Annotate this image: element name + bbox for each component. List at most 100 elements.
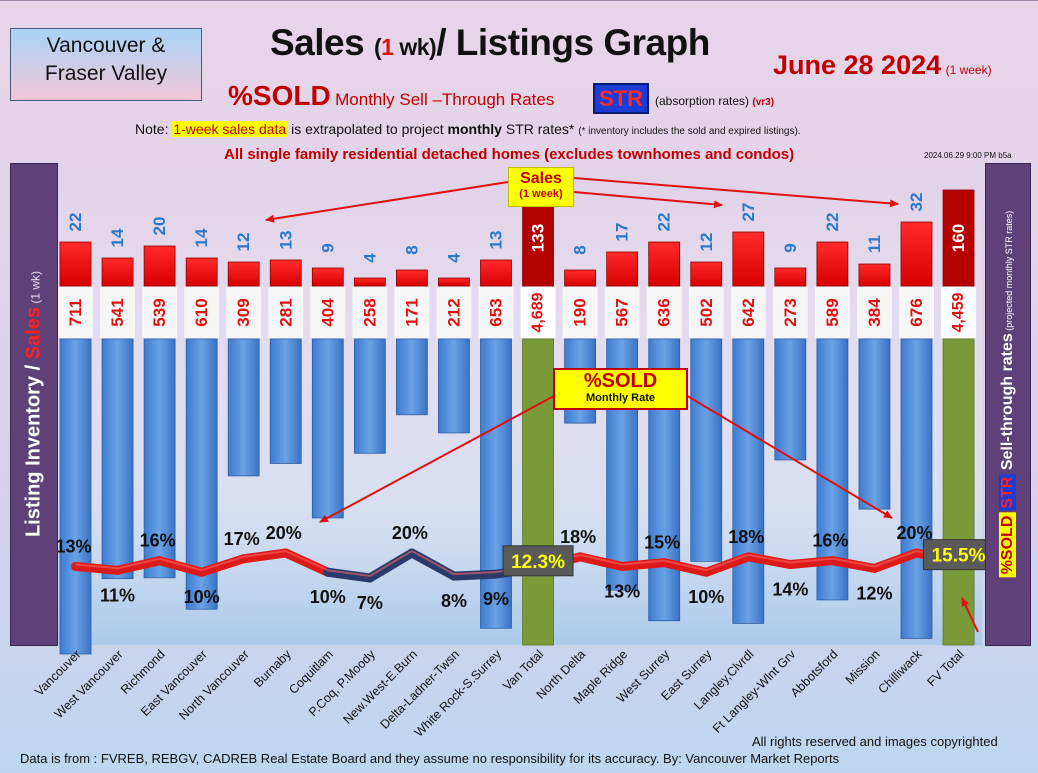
str-label-langley-clvrdl: 18% xyxy=(728,527,764,547)
listing-band-white-rock-s-surrey xyxy=(478,287,514,338)
str-label-burnaby: 20% xyxy=(266,523,302,543)
str-line-segment xyxy=(827,556,879,573)
sales-bar-chilliwack xyxy=(900,221,933,287)
title-sales: Sales xyxy=(270,22,365,63)
str-line-highlight xyxy=(622,559,665,566)
sales-bar-ft-langley-wlnt-grv xyxy=(774,267,807,287)
str-label-p-coq-p-moody: 7% xyxy=(357,593,383,613)
note-line: Note: 1-week sales data is extrapolated … xyxy=(135,121,801,137)
str-label-west-surrey: 15% xyxy=(644,533,680,553)
sales-label-west-surrey: 22 xyxy=(655,213,674,232)
listing-label-new-west-e-burn: 171 xyxy=(402,298,421,326)
region-line2: Fraser Valley xyxy=(44,62,168,85)
listing-label-mission: 384 xyxy=(865,298,884,327)
sales-label-vancouver: 22 xyxy=(66,213,85,232)
sold-arrow-left xyxy=(319,395,555,523)
str-label-north-vancouver: 17% xyxy=(224,529,260,549)
sales-bar-langley-clvrdl xyxy=(732,231,765,287)
sales-label-white-rock-s-surrey: 13 xyxy=(487,231,506,250)
str-label-abbotsford: 16% xyxy=(812,531,848,551)
subtitle: %SOLD Monthly Sell –Through Rates xyxy=(228,80,555,111)
listing-label-white-rock-s-surrey: 653 xyxy=(487,298,506,326)
str-label-east-vancouver: 10% xyxy=(184,587,220,607)
listing-band-richmond xyxy=(142,287,178,338)
sales-label-abbotsford: 22 xyxy=(823,213,842,232)
str-line-highlight xyxy=(663,559,707,572)
listing-label-east-surrey: 502 xyxy=(697,298,716,326)
listing-band-ft-langley-wlnt-grv xyxy=(772,287,808,338)
sales-label-mission: 11 xyxy=(865,235,884,253)
sales-label-chilliwack: 32 xyxy=(907,193,926,212)
str-line-segment xyxy=(407,548,459,581)
sales-bar-vancouver xyxy=(59,241,92,287)
sales-bar-abbotsford xyxy=(816,241,849,287)
listing-label-p-coq-p-moody: 258 xyxy=(360,298,379,326)
str-line-highlight xyxy=(327,569,370,577)
listing-bar-east-vancouver xyxy=(185,338,218,610)
listing-bar-new-west-e-burn xyxy=(395,338,428,416)
listing-label-coquitlam: 404 xyxy=(318,298,337,327)
str-total-box-van-total xyxy=(502,545,574,577)
str-label-van-total: 12.3% xyxy=(511,552,565,573)
str-line-segment xyxy=(785,556,837,570)
listing-bar-coquitlam xyxy=(311,338,344,519)
sales-bar-maple-ridge xyxy=(606,251,639,287)
report-date: June 28 2024 (1 week) xyxy=(773,50,992,80)
str-line-segment xyxy=(449,569,501,581)
right-side-panel: %SOLDSTR Sell-through rates (projected m… xyxy=(985,163,1031,646)
listing-band-west-vancouver xyxy=(100,287,136,338)
listing-band-langley-clvrdl xyxy=(730,287,766,338)
listing-band-burnaby xyxy=(268,287,304,338)
sales-bar-west-vancouver xyxy=(101,257,134,287)
str-line-highlight xyxy=(243,550,286,558)
listing-band-east-vancouver xyxy=(184,287,220,338)
left-side-panel: Listing Inventory / Sales (1 wk) xyxy=(10,163,58,646)
str-line-segment xyxy=(71,561,123,575)
str-label-maple-ridge: 13% xyxy=(604,581,640,601)
str-line-highlight xyxy=(579,553,623,566)
sales-label-east-vancouver: 14 xyxy=(192,228,211,247)
listing-band-vancouver xyxy=(58,287,93,338)
listing-label-north-vancouver: 309 xyxy=(234,298,253,326)
sales-label-north-delta: 8 xyxy=(571,245,590,254)
left-side-label: Listing Inventory / Sales (1 wk) xyxy=(22,270,45,538)
listing-bar-p-coq-p-moody xyxy=(353,338,386,454)
str-line-segment xyxy=(869,548,921,573)
str-line-segment xyxy=(617,558,669,571)
listing-label-delta-ladner-twsn: 212 xyxy=(444,298,463,326)
str-line-layer: 13% 11% 16% 10% 17% 20% 10% 7% 20% 8% 9%12.3% 18% 13… xyxy=(55,523,995,613)
str-line-segment xyxy=(575,552,627,571)
subtitle-note: (absorption rates) (vr3) xyxy=(655,94,775,108)
listing-label-chilliwack: 676 xyxy=(907,298,926,326)
sales-bar-p-coq-p-moody xyxy=(353,277,386,287)
str-label-white-rock-s-surrey: 9% xyxy=(483,589,509,609)
listing-bar-burnaby xyxy=(269,338,302,464)
listing-band-maple-ridge xyxy=(604,287,640,338)
sales-bar-north-vancouver xyxy=(227,261,260,287)
sales-callout: Sales (1 week) xyxy=(508,167,574,207)
listing-band-delta-ladner-twsn xyxy=(436,287,472,338)
listing-bar-delta-ladner-twsn xyxy=(438,338,470,434)
listing-band-abbotsford xyxy=(814,287,850,338)
str-label-east-surrey: 10% xyxy=(688,587,724,607)
sales-bar-new-west-e-burn xyxy=(395,269,428,287)
listing-label-langley-clvrdl: 642 xyxy=(739,298,758,326)
str-line-highlight xyxy=(369,550,413,577)
sales-label-fv-total: 160 xyxy=(949,224,968,252)
fv-total-arrow xyxy=(961,597,979,633)
listing-label-van-total: 4,689 xyxy=(530,292,547,332)
sales-bar-east-surrey xyxy=(690,261,723,287)
listing-band-east-surrey xyxy=(688,287,724,338)
listing-label-west-surrey: 636 xyxy=(655,298,674,326)
str-line-highlight xyxy=(117,557,160,570)
region-box: Vancouver & Fraser Valley xyxy=(10,28,202,101)
str-line-highlight xyxy=(790,557,833,564)
str-line-highlight xyxy=(748,553,791,564)
listing-label-maple-ridge: 567 xyxy=(613,298,632,326)
str-line-segment xyxy=(197,554,249,577)
listing-bar-chilliwack xyxy=(900,338,933,639)
sales-bar-white-rock-s-surrey xyxy=(480,259,512,287)
str-label-new-west-e-burn: 20% xyxy=(392,523,428,543)
listing-bar-east-surrey xyxy=(690,338,723,562)
